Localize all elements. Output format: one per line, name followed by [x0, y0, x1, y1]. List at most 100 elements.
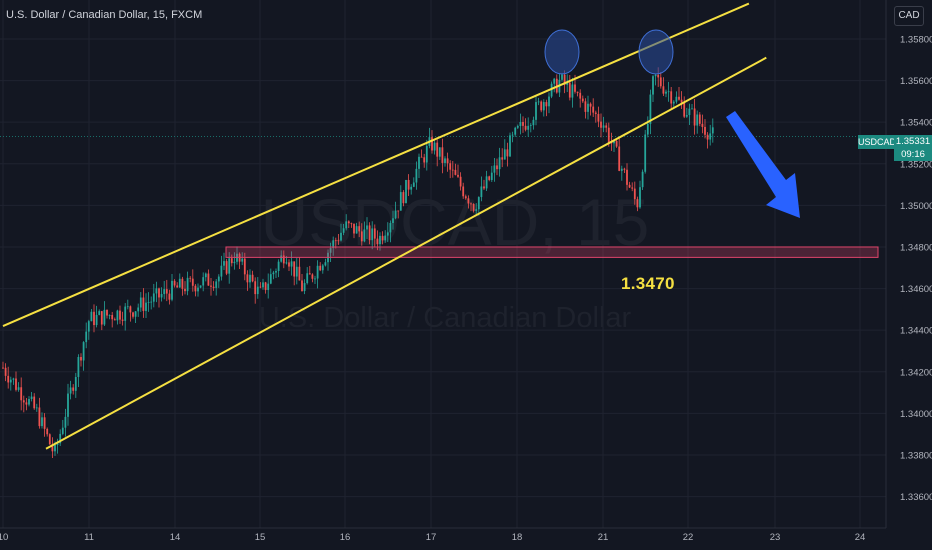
candle-body	[54, 444, 56, 452]
candle-body	[464, 196, 467, 199]
candle	[220, 255, 223, 281]
candle	[35, 403, 38, 412]
candle-body	[662, 86, 665, 94]
candle-body	[74, 377, 77, 391]
candle	[33, 393, 36, 410]
candle	[704, 119, 706, 139]
candle	[85, 322, 88, 349]
candle	[425, 139, 428, 171]
candle	[345, 214, 348, 231]
candle-body	[207, 273, 210, 286]
x-tick-label: 15	[255, 532, 266, 543]
candle	[431, 130, 433, 154]
candle-body	[186, 277, 189, 292]
candle-body	[657, 74, 660, 78]
candle-body	[581, 98, 584, 102]
candle-body	[548, 96, 550, 107]
candle-body	[384, 235, 387, 241]
candle	[59, 429, 62, 447]
candle-body	[267, 283, 270, 291]
candle-body	[314, 278, 316, 280]
candle-body	[82, 342, 85, 361]
candle	[529, 123, 532, 133]
candle	[2, 361, 4, 370]
candle	[589, 102, 592, 116]
candle	[298, 257, 301, 281]
candle	[415, 161, 418, 190]
candle	[662, 77, 665, 96]
x-tick-label: 14	[170, 532, 181, 543]
candle	[277, 259, 280, 278]
candle	[678, 87, 680, 101]
candle-body	[17, 387, 20, 390]
y-tick-label: 1.35000	[900, 201, 932, 212]
candle-body	[220, 265, 223, 277]
candle-body	[654, 74, 657, 77]
candle-body	[431, 137, 433, 151]
candle	[95, 305, 98, 328]
candle-body	[241, 258, 244, 262]
candle-body	[441, 147, 444, 163]
candle	[701, 114, 704, 134]
candle-body	[412, 182, 415, 187]
candle-body	[631, 187, 634, 189]
candle-body	[706, 134, 709, 140]
candle-body	[540, 101, 543, 111]
candle	[145, 293, 147, 319]
candle	[587, 95, 589, 120]
candle-body	[160, 294, 163, 298]
candle	[119, 305, 121, 324]
candle	[594, 110, 597, 123]
candle-body	[280, 255, 283, 262]
candle	[165, 279, 168, 302]
candle	[233, 252, 236, 270]
candle	[548, 92, 550, 114]
candle-body	[189, 277, 192, 279]
candle	[184, 281, 186, 295]
candle-body	[64, 416, 67, 428]
channel-upper-line	[2, 2, 750, 327]
candle-body	[22, 400, 25, 403]
candle	[516, 124, 519, 130]
candle-body	[98, 311, 101, 315]
candle-body	[678, 96, 680, 100]
candle	[709, 124, 712, 146]
candle-body	[28, 398, 30, 405]
candle	[225, 258, 228, 276]
candle	[202, 272, 205, 292]
candle-body	[176, 285, 179, 288]
candle-body	[522, 121, 524, 126]
candle-body	[485, 176, 488, 189]
candle-body	[615, 141, 618, 147]
candle-body	[701, 123, 704, 127]
candle-body	[373, 228, 376, 239]
last-price-value: 1.35331	[895, 136, 931, 147]
candle-body	[420, 156, 423, 158]
candle	[15, 371, 17, 392]
candle	[620, 165, 623, 181]
candle	[223, 252, 225, 270]
candle	[251, 270, 254, 283]
candle	[142, 288, 145, 318]
y-tick-label: 1.34600	[900, 284, 932, 295]
candle	[17, 382, 20, 392]
candle	[74, 372, 77, 398]
candle-body	[308, 273, 311, 275]
candle-body	[181, 278, 184, 289]
candle-body	[43, 417, 46, 429]
candle-body	[145, 302, 147, 311]
candle-body	[184, 288, 186, 292]
candle-body	[303, 283, 306, 292]
candle-body	[9, 379, 12, 383]
candle-body	[665, 91, 667, 94]
candle-body	[386, 232, 389, 236]
candle-body	[347, 221, 350, 224]
candle	[472, 203, 475, 213]
candle-body	[527, 125, 530, 130]
candle	[665, 89, 667, 98]
currency-button[interactable]: CAD	[894, 6, 924, 26]
candle	[571, 77, 574, 108]
candle-body	[254, 281, 257, 295]
